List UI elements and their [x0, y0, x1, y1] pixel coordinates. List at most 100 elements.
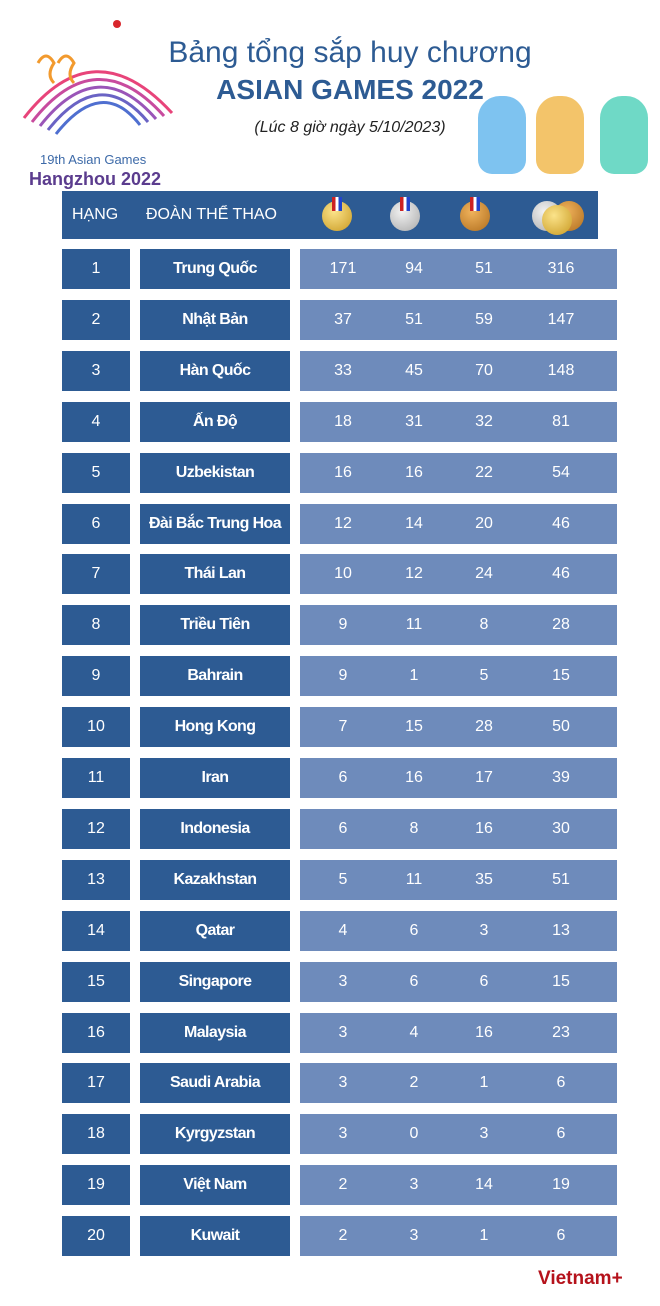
table-row: 19 Việt Nam 2 3 14 19	[62, 1165, 617, 1206]
rank-cell: 17	[62, 1063, 130, 1104]
rank-cell: 1	[62, 249, 130, 289]
total-count: 6	[556, 1074, 566, 1092]
team-cell: Hong Kong	[140, 707, 290, 748]
total-count: 81	[552, 412, 570, 430]
table-row: 5 Uzbekistan 16 16 22 54	[62, 452, 617, 493]
silver-count: 8	[409, 819, 419, 837]
team-cell: Triều Tiên	[140, 605, 290, 646]
bronze-count: 3	[479, 921, 489, 939]
gold-count: 3	[338, 1023, 348, 1041]
silver-count: 6	[409, 921, 419, 939]
team-cell: Kyrgyzstan	[140, 1114, 290, 1155]
medal-values: 10 12 24 46	[300, 554, 617, 595]
bronze-medal-icon	[460, 197, 490, 231]
team-cell: Indonesia	[140, 808, 290, 849]
bronze-count: 20	[475, 514, 493, 532]
bronze-count: 1	[479, 1227, 489, 1245]
hangzhou-2022-logo: 19th Asian Games Hangzhou 2022	[14, 18, 179, 189]
silver-medal-icon	[390, 197, 420, 231]
silver-count: 51	[405, 310, 423, 328]
team-cell: Kazakhstan	[140, 859, 290, 900]
silver-count: 16	[405, 463, 423, 481]
rank-cell: 15	[62, 961, 130, 1002]
team-cell: Singapore	[140, 961, 290, 1002]
bronze-count: 8	[479, 616, 489, 634]
silver-count: 4	[409, 1023, 419, 1041]
team-cell: Hàn Quốc	[140, 350, 290, 391]
medal-values: 2 3 14 19	[300, 1165, 617, 1206]
team-cell: Malaysia	[140, 1012, 290, 1053]
team-cell: Uzbekistan	[140, 452, 290, 493]
medal-values: 6 16 17 39	[300, 758, 617, 798]
total-count: 28	[552, 616, 570, 634]
bronze-count: 22	[475, 463, 493, 481]
table-row: 12 Indonesia 6 8 16 30	[62, 808, 617, 849]
total-count: 39	[552, 769, 570, 786]
gold-count: 3	[338, 972, 348, 990]
medals-total-icon	[542, 205, 572, 235]
rank-cell: 18	[62, 1114, 130, 1155]
silver-count: 3	[409, 1227, 419, 1245]
medal-values: 6 8 16 30	[300, 808, 617, 849]
bronze-count: 35	[475, 870, 493, 888]
silver-count: 45	[405, 361, 423, 379]
silver-count: 15	[405, 718, 423, 736]
medal-values: 3 0 3 6	[300, 1114, 617, 1155]
rank-cell: 10	[62, 707, 130, 748]
bronze-count: 59	[475, 310, 493, 328]
table-row: 4 Ấn Độ 18 31 32 81	[62, 401, 617, 442]
medal-values: 16 16 22 54	[300, 452, 617, 493]
team-cell: Saudi Arabia	[140, 1063, 290, 1104]
mascot-teal-icon	[600, 96, 648, 174]
total-count: 50	[552, 718, 570, 736]
silver-count: 11	[405, 616, 423, 634]
rank-cell: 2	[62, 299, 130, 340]
total-count: 51	[552, 870, 570, 888]
mascot-yellow-icon	[536, 96, 584, 174]
silver-count: 0	[409, 1125, 419, 1143]
rank-cell: 11	[62, 758, 130, 798]
bronze-count: 70	[475, 361, 493, 379]
table-row: 9 Bahrain 9 1 5 15	[62, 656, 617, 697]
team-cell: Trung Quốc	[140, 249, 290, 289]
medal-values: 2 3 1 6	[300, 1216, 617, 1257]
silver-count: 16	[405, 769, 423, 786]
total-count: 13	[552, 921, 570, 939]
silver-count: 12	[405, 565, 423, 583]
page-title-event: ASIAN GAMES 2022	[216, 74, 484, 105]
logo-arcs-icon	[22, 20, 174, 135]
gold-count: 12	[334, 514, 352, 532]
total-count: 147	[547, 310, 575, 328]
total-count: 19	[552, 1176, 570, 1194]
rank-cell: 9	[62, 656, 130, 697]
total-count: 46	[552, 514, 570, 532]
rank-cell: 8	[62, 605, 130, 646]
medal-values: 33 45 70 148	[300, 350, 617, 391]
silver-count: 11	[405, 870, 423, 888]
gold-count: 9	[338, 667, 348, 685]
gold-count: 3	[338, 1125, 348, 1143]
team-cell: Kuwait	[140, 1216, 290, 1257]
team-cell: Iran	[140, 758, 290, 798]
total-count: 6	[556, 1125, 566, 1143]
gold-count: 4	[338, 921, 348, 939]
medal-values: 3 6 6 15	[300, 961, 617, 1002]
silver-count: 31	[405, 412, 423, 430]
table-row: 17 Saudi Arabia 3 2 1 6	[62, 1063, 617, 1104]
total-count: 23	[552, 1023, 570, 1041]
bronze-count: 51	[475, 260, 493, 277]
total-count: 46	[552, 565, 570, 583]
rank-cell: 16	[62, 1012, 130, 1053]
gold-medal-icon	[322, 197, 352, 231]
silver-count: 6	[409, 972, 419, 990]
header-rank: HẠNG	[72, 206, 119, 223]
silver-count: 94	[405, 260, 423, 277]
table-row: 16 Malaysia 3 4 16 23	[62, 1012, 617, 1053]
medal-values: 171 94 51 316	[300, 249, 617, 289]
gold-count: 6	[338, 769, 348, 786]
bronze-count: 16	[475, 819, 493, 837]
team-cell: Thái Lan	[140, 554, 290, 595]
table-row: 20 Kuwait 2 3 1 6	[62, 1216, 617, 1257]
team-cell: Đài Bắc Trung Hoa	[140, 503, 290, 544]
rank-cell: 6	[62, 503, 130, 544]
